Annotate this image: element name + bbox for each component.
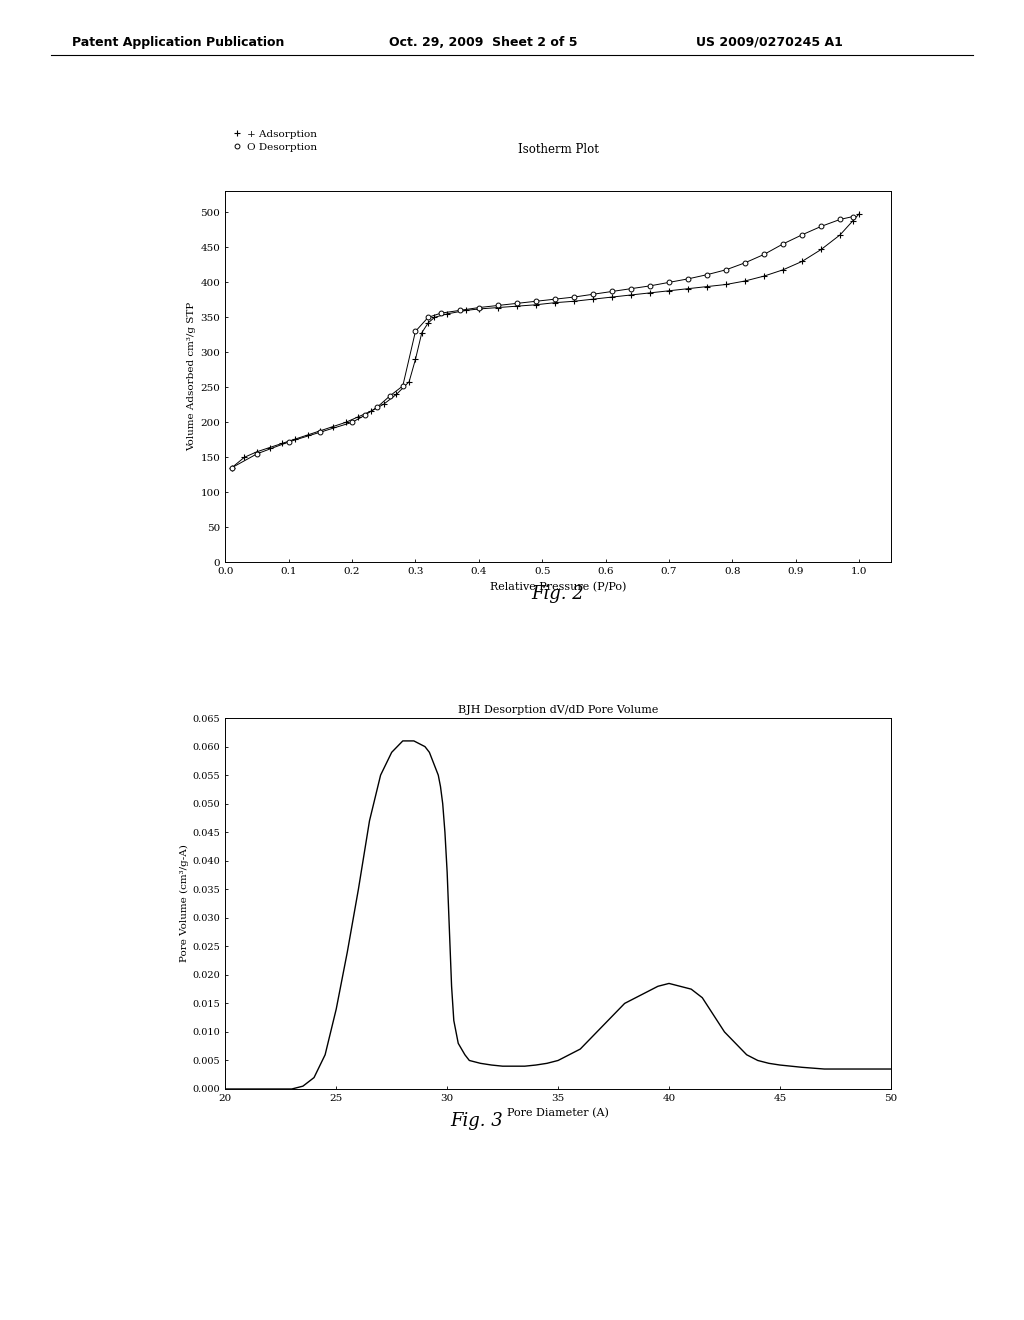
+ Adsorption bbox=[644, 285, 656, 301]
+ Adsorption bbox=[365, 403, 377, 418]
O Desorption bbox=[644, 279, 656, 294]
+ Adsorption bbox=[301, 428, 313, 444]
O Desorption bbox=[422, 309, 434, 325]
Line: O Desorption: O Desorption bbox=[229, 214, 855, 470]
+ Adsorption bbox=[327, 418, 339, 434]
Y-axis label: Volume Adsorbed cm³/g STP: Volume Adsorbed cm³/g STP bbox=[187, 302, 197, 451]
+ Adsorption bbox=[314, 422, 327, 438]
O Desorption bbox=[606, 284, 618, 300]
O Desorption bbox=[625, 281, 637, 297]
+ Adsorption bbox=[815, 242, 827, 257]
+ Adsorption bbox=[251, 444, 263, 459]
+ Adsorption bbox=[276, 436, 289, 451]
O Desorption bbox=[682, 271, 694, 286]
O Desorption bbox=[796, 227, 808, 243]
O Desorption bbox=[815, 219, 827, 235]
+ Adsorption bbox=[834, 227, 846, 243]
+ Adsorption bbox=[492, 300, 504, 315]
+ Adsorption bbox=[720, 277, 732, 293]
+ Adsorption bbox=[390, 387, 402, 403]
+ Adsorption bbox=[473, 301, 485, 317]
Text: US 2009/0270245 A1: US 2009/0270245 A1 bbox=[696, 36, 843, 49]
+ Adsorption bbox=[225, 459, 238, 475]
+ Adsorption bbox=[340, 414, 352, 430]
+ Adsorption bbox=[700, 279, 713, 294]
O Desorption bbox=[251, 446, 263, 462]
+ Adsorption bbox=[422, 315, 434, 331]
Title: Isotherm Plot: Isotherm Plot bbox=[518, 143, 598, 156]
+ Adsorption bbox=[289, 432, 301, 447]
+ Adsorption bbox=[263, 440, 275, 455]
O Desorption bbox=[847, 209, 859, 224]
O Desorption bbox=[225, 459, 238, 475]
O Desorption bbox=[720, 261, 732, 277]
Y-axis label: Pore Volume (cm³/g-A): Pore Volume (cm³/g-A) bbox=[179, 845, 188, 962]
O Desorption bbox=[384, 388, 396, 404]
O Desorption bbox=[454, 302, 466, 318]
+ Adsorption bbox=[239, 449, 251, 465]
Text: Fig. 2: Fig. 2 bbox=[531, 585, 585, 603]
O Desorption bbox=[372, 399, 384, 414]
O Desorption bbox=[358, 408, 371, 424]
X-axis label: Relative Pressure (P/Po): Relative Pressure (P/Po) bbox=[489, 582, 627, 593]
O Desorption bbox=[473, 300, 485, 315]
Text: Oct. 29, 2009  Sheet 2 of 5: Oct. 29, 2009 Sheet 2 of 5 bbox=[389, 36, 578, 49]
+ Adsorption bbox=[682, 281, 694, 297]
+ Adsorption bbox=[352, 409, 365, 425]
O Desorption bbox=[834, 211, 846, 227]
O Desorption bbox=[314, 424, 327, 440]
+ Adsorption bbox=[428, 309, 440, 325]
O Desorption bbox=[492, 297, 504, 313]
+ Adsorption bbox=[587, 292, 599, 308]
O Desorption bbox=[567, 289, 580, 305]
+ Adsorption bbox=[416, 325, 428, 341]
O Desorption bbox=[410, 323, 422, 339]
+ Adsorption bbox=[403, 374, 416, 389]
O Desorption bbox=[434, 305, 446, 321]
+ Adsorption bbox=[739, 273, 752, 289]
O Desorption bbox=[758, 247, 770, 263]
O Desorption bbox=[283, 434, 295, 450]
+ Adsorption bbox=[606, 289, 618, 305]
+ Adsorption bbox=[777, 261, 790, 277]
O Desorption bbox=[663, 275, 675, 290]
X-axis label: Pore Diameter (A): Pore Diameter (A) bbox=[507, 1109, 609, 1119]
+ Adsorption bbox=[567, 293, 580, 309]
+ Adsorption bbox=[853, 206, 865, 222]
+ Adsorption bbox=[625, 286, 637, 302]
+ Adsorption bbox=[460, 302, 472, 318]
O Desorption bbox=[587, 286, 599, 302]
+ Adsorption bbox=[441, 306, 454, 322]
+ Adsorption bbox=[847, 213, 859, 228]
Line: + Adsorption: + Adsorption bbox=[228, 211, 862, 471]
O Desorption bbox=[346, 414, 358, 430]
Text: Patent Application Publication: Patent Application Publication bbox=[72, 36, 284, 49]
O Desorption bbox=[396, 378, 409, 393]
O Desorption bbox=[739, 255, 752, 271]
O Desorption bbox=[549, 292, 561, 308]
+ Adsorption bbox=[529, 297, 542, 313]
Title: BJH Desorption dV/dD Pore Volume: BJH Desorption dV/dD Pore Volume bbox=[458, 705, 658, 714]
+ Adsorption bbox=[549, 294, 561, 310]
+ Adsorption bbox=[410, 351, 422, 367]
+ Adsorption bbox=[758, 268, 770, 284]
O Desorption bbox=[777, 236, 790, 252]
O Desorption bbox=[511, 296, 523, 312]
O Desorption bbox=[700, 267, 713, 282]
+ Adsorption bbox=[511, 298, 523, 314]
+ Adsorption bbox=[663, 282, 675, 298]
Text: Fig. 3: Fig. 3 bbox=[450, 1111, 503, 1130]
+ Adsorption bbox=[796, 253, 808, 269]
+ Adsorption bbox=[378, 396, 390, 412]
O Desorption bbox=[529, 293, 542, 309]
Legend: + Adsorption, O Desorption: + Adsorption, O Desorption bbox=[230, 129, 317, 152]
